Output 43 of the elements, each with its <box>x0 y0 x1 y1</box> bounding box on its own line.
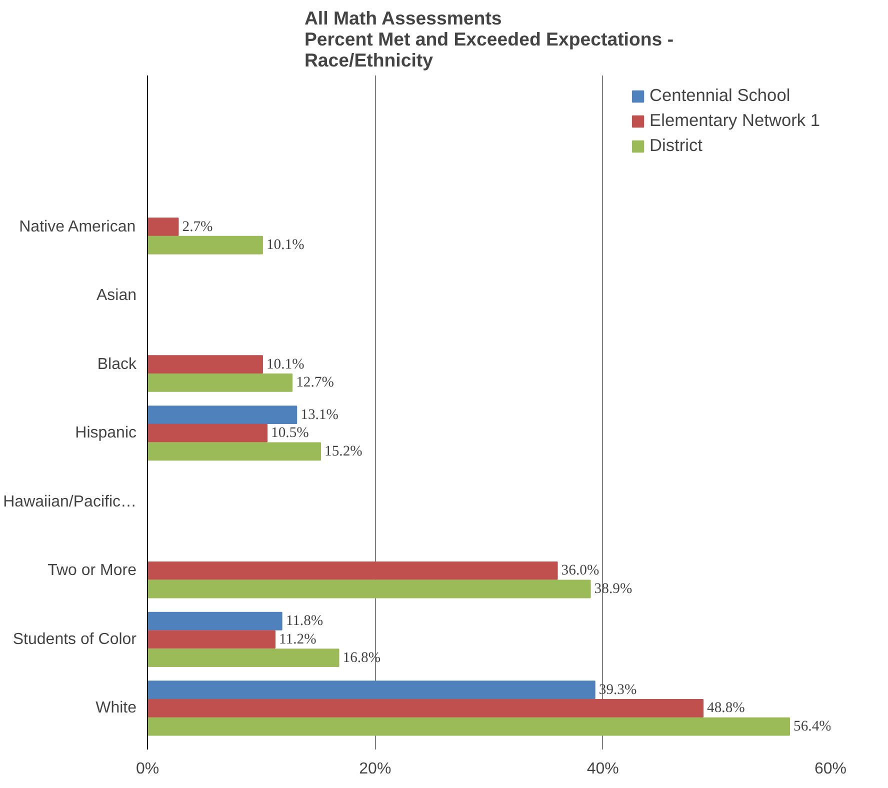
bar <box>148 648 340 668</box>
y-tick-label: Hispanic <box>75 424 136 442</box>
y-tick-label: Students of Color <box>12 630 138 648</box>
y-tick-label: Asian <box>96 287 137 304</box>
bar <box>148 717 790 736</box>
y-tick-label: White <box>96 700 137 717</box>
bar <box>148 561 558 580</box>
data-label: 10.1% <box>266 237 304 254</box>
bar <box>148 373 293 392</box>
data-label: 10.5% <box>271 425 309 442</box>
y-tick-label: Native American <box>19 218 136 236</box>
data-label: 13.1% <box>300 406 338 423</box>
data-label: 36.0% <box>561 562 600 579</box>
bar <box>148 580 591 598</box>
data-label: 10.1% <box>266 356 304 372</box>
data-label: 11.8% <box>286 613 324 630</box>
bar <box>148 630 276 649</box>
bar <box>148 424 268 442</box>
data-label: 48.8% <box>707 700 745 716</box>
bar <box>148 355 263 374</box>
bar <box>148 699 704 718</box>
legend-label: Elementary Network 1 <box>650 110 820 131</box>
x-tick-label: 20% <box>359 760 392 778</box>
data-label: 56.4% <box>794 718 832 735</box>
data-label: 11.2% <box>278 631 316 648</box>
bar <box>148 612 282 630</box>
x-tick-label: 0% <box>136 760 160 778</box>
data-label: 2.7% <box>182 218 213 235</box>
x-tick-label: 40% <box>586 760 619 778</box>
bar <box>148 442 322 461</box>
bar <box>148 680 596 700</box>
bar <box>148 236 263 254</box>
bar <box>148 406 298 424</box>
y-tick-label: Hawaiian/Pacific… <box>3 493 137 510</box>
y-tick-label: Two or More <box>48 562 137 580</box>
bar <box>148 218 179 236</box>
y-tick-label: Black <box>97 356 138 373</box>
data-label: 15.2% <box>324 443 362 460</box>
chart-title: All Math Assessments Percent Met and Exceeded Expectations - Race/Ethnicity <box>304 8 674 70</box>
legend-label: Centennial School <box>650 85 790 106</box>
x-tick-label: 60% <box>814 760 847 778</box>
data-label: 12.7% <box>296 374 334 391</box>
legend-label: District <box>650 135 702 156</box>
